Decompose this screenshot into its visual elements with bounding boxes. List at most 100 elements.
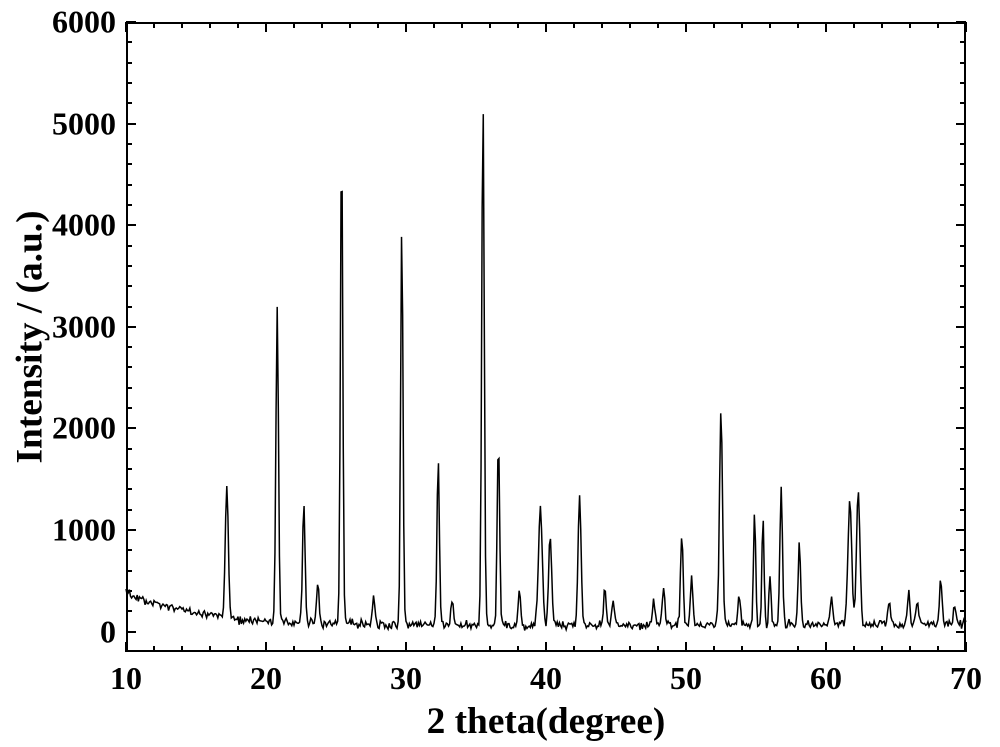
tick-label: 2000 — [52, 410, 116, 447]
tick-mark — [209, 22, 211, 28]
tick-mark — [769, 646, 771, 652]
tick-mark — [960, 509, 966, 511]
tick-mark — [126, 285, 132, 287]
tick-mark — [629, 646, 631, 652]
tick-mark — [293, 646, 295, 652]
tick-mark — [126, 82, 132, 84]
tick-mark — [573, 646, 575, 652]
tick-mark — [126, 265, 132, 267]
tick-mark — [956, 631, 966, 633]
tick-label: 70 — [950, 660, 982, 697]
tick-mark — [960, 184, 966, 186]
tick-mark — [853, 22, 855, 28]
tick-mark — [126, 143, 132, 145]
tick-mark — [517, 646, 519, 652]
tick-mark — [209, 646, 211, 652]
tick-mark — [573, 22, 575, 28]
tick-mark — [685, 22, 687, 32]
tick-mark — [960, 204, 966, 206]
tick-mark — [960, 570, 966, 572]
tick-mark — [125, 22, 127, 32]
tick-mark — [126, 123, 136, 125]
tick-mark — [960, 610, 966, 612]
tick-mark — [741, 22, 743, 28]
tick-mark — [825, 642, 827, 652]
tick-mark — [321, 22, 323, 28]
tick-mark — [405, 22, 407, 32]
tick-mark — [126, 163, 132, 165]
tick-mark — [489, 646, 491, 652]
tick-mark — [960, 265, 966, 267]
tick-mark — [126, 387, 132, 389]
tick-mark — [937, 646, 939, 652]
tick-mark — [433, 22, 435, 28]
tick-mark — [349, 646, 351, 652]
tick-mark — [960, 102, 966, 104]
tick-mark — [937, 22, 939, 28]
tick-mark — [126, 224, 136, 226]
tick-mark — [956, 529, 966, 531]
plot-area — [126, 22, 966, 652]
tick-mark — [377, 646, 379, 652]
tick-mark — [960, 346, 966, 348]
xrd-figure: Intensity / (a.u.) 2 theta(degree) 10203… — [0, 0, 1000, 747]
tick-mark — [825, 22, 827, 32]
tick-mark — [126, 549, 132, 551]
tick-mark — [321, 646, 323, 652]
spectrum-line — [126, 22, 966, 652]
tick-mark — [126, 346, 132, 348]
tick-mark — [956, 224, 966, 226]
tick-mark — [126, 488, 132, 490]
tick-mark — [126, 62, 132, 64]
tick-mark — [126, 448, 132, 450]
tick-mark — [181, 646, 183, 652]
tick-mark — [960, 143, 966, 145]
tick-label: 0 — [100, 613, 116, 650]
tick-mark — [629, 22, 631, 28]
tick-mark — [126, 529, 136, 531]
tick-mark — [960, 285, 966, 287]
x-axis-label: 2 theta(degree) — [427, 700, 666, 743]
tick-mark — [741, 646, 743, 652]
tick-mark — [126, 21, 136, 23]
tick-mark — [657, 22, 659, 28]
tick-mark — [461, 22, 463, 28]
tick-mark — [126, 184, 132, 186]
tick-mark — [377, 22, 379, 28]
tick-mark — [797, 646, 799, 652]
tick-mark — [181, 22, 183, 28]
tick-mark — [265, 642, 267, 652]
tick-mark — [126, 102, 132, 104]
tick-mark — [881, 646, 883, 652]
tick-mark — [126, 590, 132, 592]
tick-mark — [960, 468, 966, 470]
tick-mark — [960, 245, 966, 247]
tick-mark — [956, 123, 966, 125]
tick-mark — [126, 306, 132, 308]
tick-mark — [960, 82, 966, 84]
tick-label: 10 — [110, 660, 142, 697]
tick-mark — [126, 407, 132, 409]
tick-label: 60 — [810, 660, 842, 697]
tick-mark — [956, 326, 966, 328]
tick-mark — [126, 468, 132, 470]
tick-mark — [960, 366, 966, 368]
tick-mark — [960, 41, 966, 43]
tick-mark — [126, 41, 132, 43]
tick-mark — [126, 509, 132, 511]
tick-label: 1000 — [52, 512, 116, 549]
tick-mark — [126, 204, 132, 206]
tick-mark — [126, 326, 136, 328]
tick-mark — [960, 407, 966, 409]
tick-mark — [960, 549, 966, 551]
tick-mark — [657, 646, 659, 652]
tick-mark — [545, 22, 547, 32]
tick-mark — [965, 642, 967, 652]
tick-mark — [960, 306, 966, 308]
tick-mark — [960, 590, 966, 592]
tick-mark — [956, 427, 966, 429]
tick-mark — [405, 642, 407, 652]
tick-mark — [545, 642, 547, 652]
tick-mark — [349, 22, 351, 28]
tick-mark — [960, 488, 966, 490]
